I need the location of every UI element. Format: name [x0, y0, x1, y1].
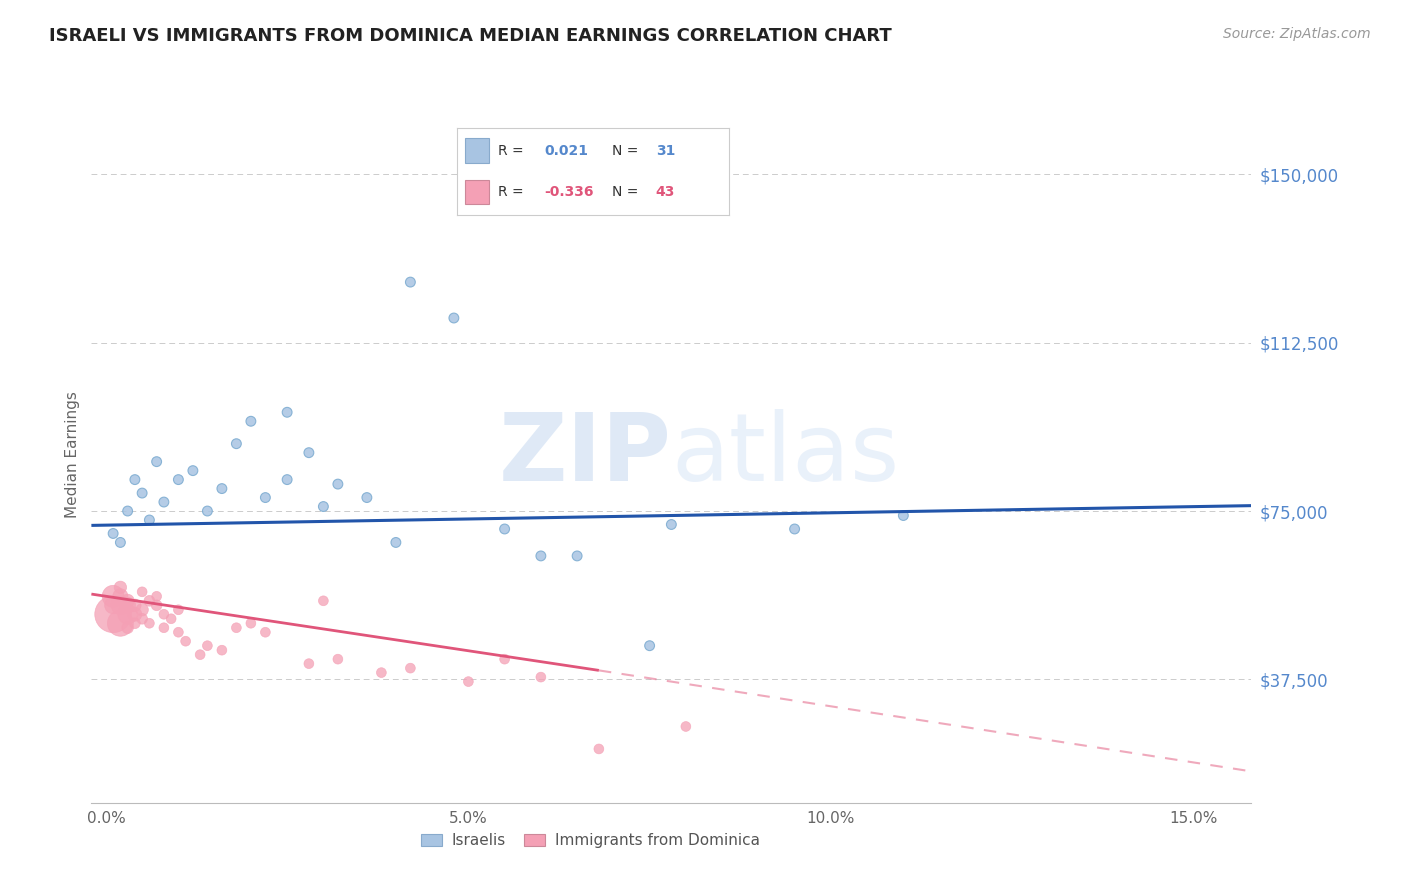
- Point: [312, 594, 335, 608]
- Point: [145, 599, 167, 613]
- Point: [110, 599, 132, 613]
- Point: [117, 594, 139, 608]
- Point: [370, 665, 392, 680]
- Text: ISRAELI VS IMMIGRANTS FROM DOMINICA MEDIAN EARNINGS CORRELATION CHART: ISRAELI VS IMMIGRANTS FROM DOMINICA MEDI…: [49, 27, 891, 45]
- Point: [160, 612, 183, 626]
- Point: [124, 607, 146, 622]
- Point: [138, 616, 160, 631]
- Point: [167, 473, 190, 487]
- Point: [254, 491, 277, 505]
- Point: [638, 639, 661, 653]
- Point: [167, 625, 190, 640]
- Point: [385, 535, 408, 549]
- Point: [195, 504, 219, 518]
- Point: [783, 522, 806, 536]
- Point: [131, 603, 153, 617]
- Point: [326, 477, 349, 491]
- Point: [659, 517, 682, 532]
- Point: [131, 612, 153, 626]
- Point: [110, 616, 132, 631]
- Point: [239, 414, 262, 428]
- Point: [124, 616, 146, 631]
- Point: [131, 486, 153, 500]
- Point: [101, 526, 124, 541]
- Point: [588, 742, 610, 756]
- Point: [298, 657, 321, 671]
- Legend: Israelis, Immigrants from Dominica: Israelis, Immigrants from Dominica: [415, 827, 766, 855]
- Point: [225, 436, 247, 450]
- Point: [188, 648, 211, 662]
- Point: [457, 674, 479, 689]
- Point: [211, 482, 233, 496]
- Point: [167, 603, 190, 617]
- Point: [153, 621, 176, 635]
- Point: [145, 590, 167, 604]
- Text: Source: ZipAtlas.com: Source: ZipAtlas.com: [1223, 27, 1371, 41]
- Point: [117, 621, 139, 635]
- Point: [443, 311, 465, 326]
- Point: [101, 599, 124, 613]
- Point: [225, 621, 247, 635]
- Point: [565, 549, 588, 563]
- Point: [101, 607, 124, 622]
- Point: [239, 616, 262, 631]
- Text: ZIP: ZIP: [499, 409, 671, 501]
- Point: [117, 504, 139, 518]
- Point: [117, 607, 139, 622]
- Point: [356, 491, 378, 505]
- Point: [399, 661, 422, 675]
- Point: [675, 719, 697, 733]
- Point: [181, 464, 204, 478]
- Point: [110, 590, 132, 604]
- Point: [298, 445, 321, 459]
- Point: [530, 549, 553, 563]
- Point: [254, 625, 277, 640]
- Point: [494, 522, 516, 536]
- Point: [211, 643, 233, 657]
- Point: [138, 594, 160, 608]
- Point: [530, 670, 553, 684]
- Point: [117, 599, 139, 613]
- Point: [131, 584, 153, 599]
- Point: [195, 639, 219, 653]
- Point: [326, 652, 349, 666]
- Point: [101, 590, 124, 604]
- Point: [494, 652, 516, 666]
- Point: [110, 580, 132, 594]
- Text: atlas: atlas: [671, 409, 900, 501]
- Point: [124, 473, 146, 487]
- Point: [276, 405, 298, 419]
- Point: [110, 535, 132, 549]
- Point: [153, 495, 176, 509]
- Point: [891, 508, 914, 523]
- Point: [312, 500, 335, 514]
- Y-axis label: Median Earnings: Median Earnings: [65, 392, 80, 518]
- Point: [138, 513, 160, 527]
- Point: [124, 599, 146, 613]
- Point: [276, 473, 298, 487]
- Point: [145, 455, 167, 469]
- Point: [174, 634, 197, 648]
- Point: [399, 275, 422, 289]
- Point: [153, 607, 176, 622]
